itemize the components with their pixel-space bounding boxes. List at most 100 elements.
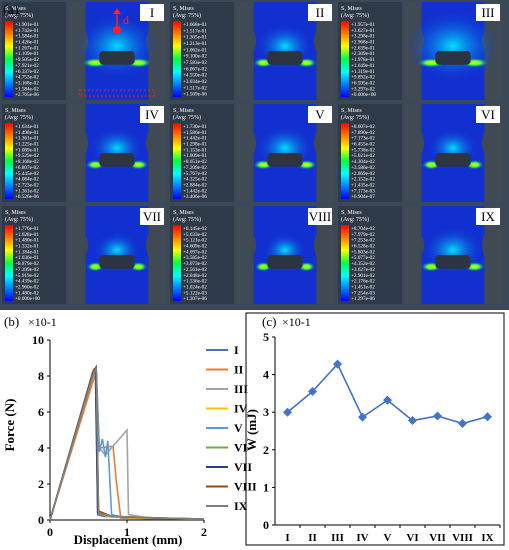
housing-right [313, 2, 334, 100]
data-point [283, 407, 292, 417]
stress-contour-panel: S, Mises(Avg: 75%)+1.901e-01+1.742e-01+1… [0, 0, 509, 310]
roman-label-box [476, 4, 500, 21]
x-tick-label: VI [406, 532, 418, 544]
legend-value: +5.738e-02 [351, 147, 375, 153]
legend-value: +9.505e-02 [15, 57, 39, 63]
slider-part [99, 51, 135, 65]
legend-subtitle: (Avg: 75%) [5, 12, 33, 19]
legend-value: +1.062e-01 [183, 47, 207, 53]
legend-value: +1.225e-01 [15, 142, 39, 148]
x-tick-label: V [384, 532, 392, 544]
x-tick-label: IV [356, 532, 368, 544]
y-tick-label: 5 [263, 330, 269, 344]
legend-entry: V [234, 421, 243, 435]
legend-value: +0.000e+00 [351, 92, 376, 98]
legend-value: +7.921e-02 [15, 63, 39, 69]
legend-value: +4.753e-02 [15, 75, 39, 81]
legend-value: +1.319e-01 [351, 69, 375, 75]
fixed-boundary [79, 89, 155, 97]
legend-value: +1.776e-01 [15, 226, 39, 232]
legend-value: +5.633e-02 [183, 232, 207, 238]
roman-label: VI [481, 107, 495, 122]
housing-left [404, 104, 425, 202]
legend-subtitle: (Avg: 75%) [5, 216, 33, 223]
legend-value: +2.960e-02 [15, 284, 39, 290]
legend-value: +7.890e-02 [351, 130, 375, 136]
legend-value: +5.803e-02 [351, 249, 375, 255]
legend-value: +5.919e-02 [15, 273, 39, 279]
legend-value: +1.628e-01 [15, 232, 39, 238]
legend-value: +2.968e-01 [351, 40, 375, 46]
slider-part [267, 255, 303, 269]
legend-value: +4.609e-02 [183, 244, 207, 250]
legend-value: +5.767e-02 [183, 171, 207, 177]
legend-value: +1.957e-01 [351, 22, 375, 28]
legend-value: +3.297e-02 [351, 86, 375, 92]
legend-value: +3.586e-02 [351, 165, 375, 171]
housing-left [236, 2, 257, 100]
legend-value: +1.089e-01 [15, 147, 39, 153]
roman-label: III [482, 5, 495, 20]
legend-entry: VII [234, 460, 252, 474]
legend-value: +6.807e-02 [15, 165, 39, 171]
x-tick-label: I [285, 532, 289, 544]
legend-value: +7.253e-02 [351, 238, 375, 244]
legend-value: +1.480e-02 [15, 290, 39, 296]
y-tick-label: 0 [263, 518, 269, 532]
roman-label-box [476, 208, 500, 225]
roman-label: VII [143, 209, 161, 224]
y-tick-label: 10 [32, 333, 44, 347]
data-point [433, 411, 442, 421]
legend-value: +2.176e-02 [351, 279, 375, 285]
legend-value: +3.298e-01 [351, 34, 375, 40]
legend-value: +7.173e-02 [351, 136, 375, 142]
legend-subtitle: (Avg: 75%) [341, 114, 369, 121]
slider-part [435, 153, 471, 167]
legend-subtitle: (Avg: 75%) [173, 114, 201, 121]
legend-value: +2.639e-01 [351, 45, 375, 51]
roman-label-box [140, 106, 164, 123]
legend-value: +1.536e-02 [183, 279, 207, 285]
panel-c-frame [245, 312, 505, 546]
legend-colorbar [5, 21, 13, 97]
legend-value: +1.730e-01 [183, 124, 207, 130]
housing-right [145, 206, 166, 304]
legend-value: +1.517e-02 [183, 85, 207, 91]
legend-value: +1.426e-01 [15, 40, 39, 46]
data-point [408, 415, 417, 425]
roman-label-box [308, 208, 332, 225]
contour-cell: S, Mises(Avg: 75%)+1.957e-01+3.627e-01+3… [338, 2, 502, 100]
legend-entry: IX [234, 499, 248, 513]
panel-b-xlabel: Displacement (mm) [74, 532, 183, 547]
legend-value: +5.021e-02 [351, 153, 375, 159]
legend-entry: II [234, 363, 244, 377]
x-tick-label: 1 [124, 525, 130, 539]
legend-value: +8.651e-02 [183, 159, 207, 165]
legend-subtitle: (Avg: 75%) [173, 12, 201, 19]
legend-value: +8.879e-02 [15, 261, 39, 267]
legend-value: +4.097e-02 [183, 249, 207, 255]
legend-value: +7.209e-02 [183, 165, 207, 171]
legend-value: +9.529e-02 [15, 153, 39, 159]
legend-colorbar [173, 123, 181, 199]
contour-cell: S, Mises(Avg: 75%)+1.776e-01+1.628e-01+1… [2, 206, 166, 304]
legend-colorbar [341, 21, 349, 97]
y-tick-label: 0 [38, 513, 44, 527]
legend-value: +1.267e-01 [15, 45, 39, 51]
slider-part [99, 255, 135, 269]
legend-value: +7.254e-03 [351, 290, 375, 296]
legend-value: +1.024e-02 [183, 284, 207, 290]
legend-value: +1.634e-01 [15, 124, 39, 130]
slider-part [435, 255, 471, 269]
y-tick-label: 1 [263, 480, 269, 494]
data-point [358, 412, 367, 422]
legend-entry: I [234, 343, 239, 357]
legend-value: +8.704e-02 [351, 226, 375, 232]
housing-left [404, 206, 425, 304]
housing-right [313, 104, 334, 202]
legend-value: +2.723e-02 [15, 182, 39, 188]
housing-left [236, 104, 257, 202]
legend-value: +6.528e-02 [351, 244, 375, 250]
series-line [286, 362, 488, 425]
